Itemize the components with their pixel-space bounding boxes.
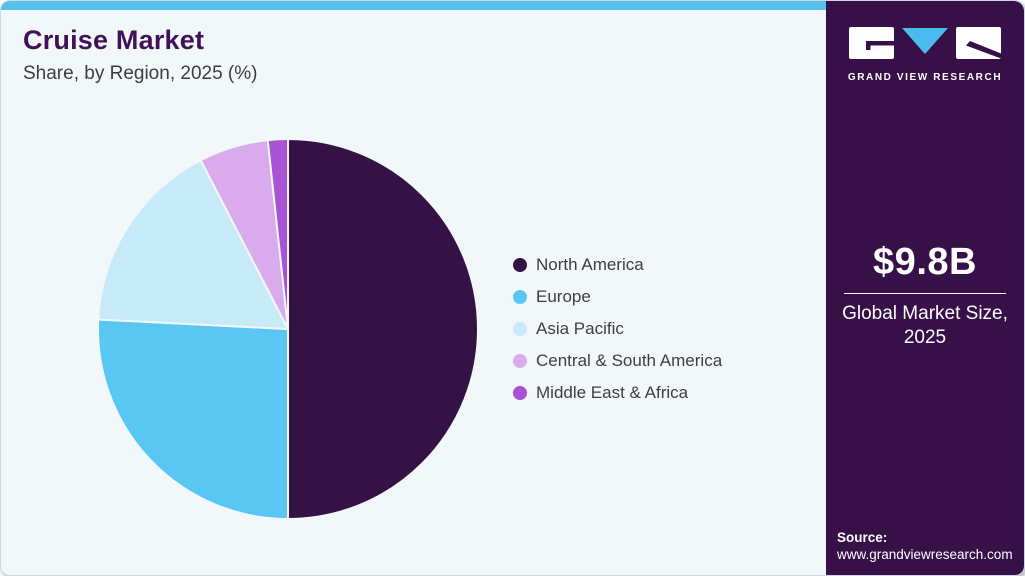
header: Cruise Market Share, by Region, 2025 (%) <box>23 25 257 85</box>
market-size-block: $9.8B Global Market Size, 2025 <box>826 241 1024 350</box>
legend-dot <box>513 322 527 336</box>
top-accent-bar <box>1 1 828 10</box>
market-size-label: Global Market Size, 2025 <box>842 303 1008 348</box>
legend-item-central-south-america: Central & South America <box>513 350 722 372</box>
legend-label: Asia Pacific <box>536 319 624 338</box>
legend-label: Central & South America <box>536 351 723 370</box>
market-size-value: $9.8B <box>873 241 977 283</box>
pie-slice-middle-east-africa <box>266 137 289 330</box>
page-subtitle: Share, by Region, 2025 (%) <box>23 63 258 84</box>
chart-legend: North America Europe Asia Pacific Central &… <box>513 254 722 404</box>
page-title: Cruise Market <box>23 25 205 55</box>
legend-item-north-america: North America <box>513 254 722 276</box>
legend-label: Middle East & Africa <box>536 383 689 402</box>
stat-divider <box>844 293 1006 294</box>
pie-chart <box>96 137 480 521</box>
source-label: Source: <box>837 529 888 545</box>
pie-chart-svg <box>97 137 479 520</box>
legend-dot <box>513 258 527 272</box>
source-url: www.grandviewresearch.com <box>837 547 1013 563</box>
gvr-logo-icon <box>849 27 1001 59</box>
legend-label: Europe <box>536 287 591 306</box>
brand-logo-block: GRAND VIEW RESEARCH <box>826 27 1024 83</box>
legend-dot <box>513 386 527 400</box>
legend-dot <box>513 290 527 304</box>
brand-sidebar: GRAND VIEW RESEARCH $9.8B Global Market … <box>826 1 1024 575</box>
legend-item-asia-pacific: Asia Pacific <box>513 318 722 340</box>
legend-dot <box>513 354 527 368</box>
brand-name: GRAND VIEW RESEARCH <box>847 72 1003 83</box>
pie-slice-north-america <box>287 138 479 520</box>
source-block: Source: www.grandviewresearch.com <box>837 529 1013 564</box>
legend-item-middle-east-africa: Middle East & Africa <box>513 382 722 404</box>
pie-slice-asia-pacific <box>97 159 289 330</box>
legend-item-europe: Europe <box>513 286 722 308</box>
legend-label: North America <box>536 255 644 274</box>
pie-slice-europe <box>97 318 289 520</box>
